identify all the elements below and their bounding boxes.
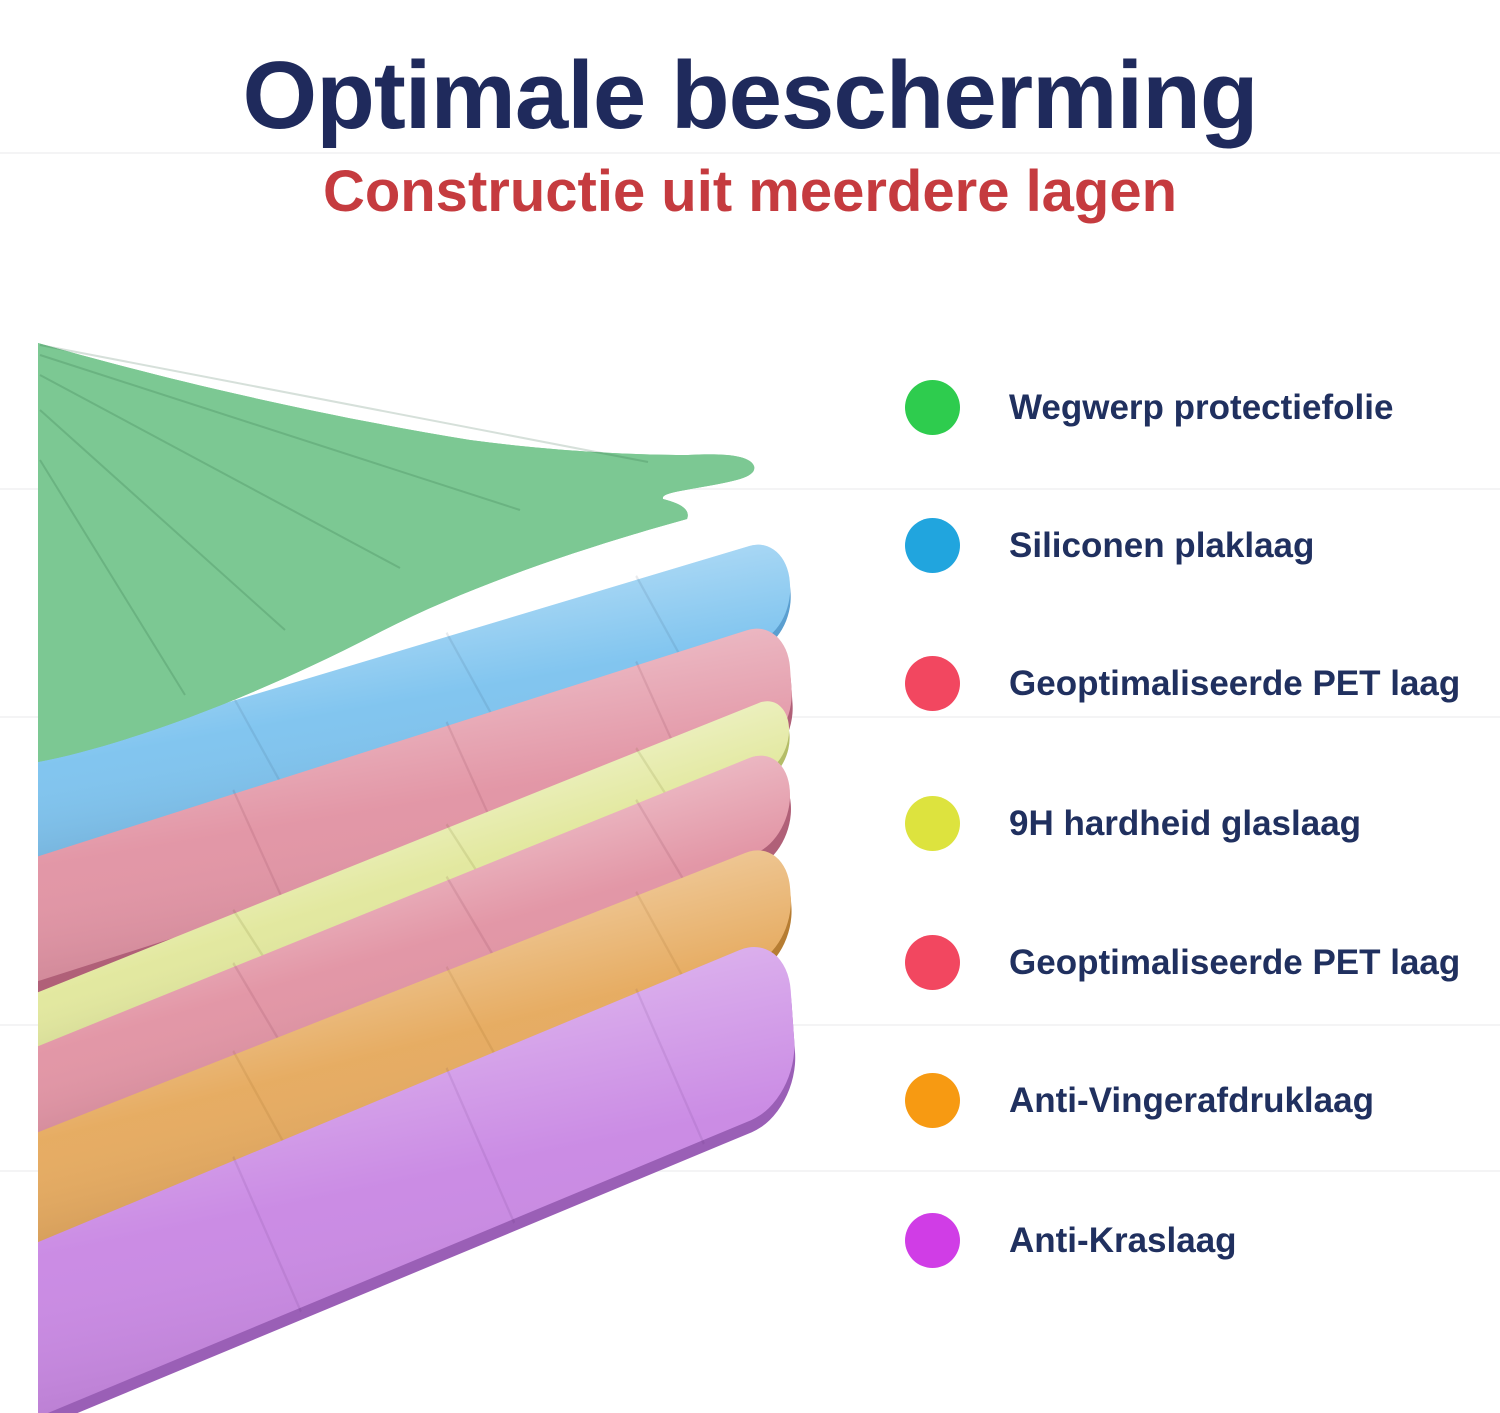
layer-anti-kras [38, 947, 796, 1413]
layer-pet-2 [38, 755, 791, 1169]
layer-anti-vingerafdruk [38, 850, 792, 1267]
legend-label: Anti-Vingerafdruklaag [1009, 1080, 1374, 1120]
legend-item-pet-1: Geoptimaliseerde PET laag [905, 656, 1460, 711]
legend-item-pet-2: Geoptimaliseerde PET laag [905, 935, 1460, 990]
pink-dot-icon [905, 935, 960, 990]
page-subtitle: Constructie uit meerdere lagen [322, 159, 1178, 224]
pink-dot-icon [905, 656, 960, 711]
background-seam-line [0, 1170, 1500, 1172]
background-seam-line [0, 152, 1500, 154]
layer-siliconen-plaklaag [38, 544, 791, 875]
legend-label: 9H hardheid glaslaag [1009, 803, 1362, 843]
yellow-dot-icon [905, 796, 960, 851]
film-fold-lines [39, 344, 649, 696]
legend-label: Siliconen plaklaag [1009, 525, 1315, 565]
header: Optimale bescherming Constructie uit mee… [0, 48, 1500, 224]
layer-stack-illustration [38, 343, 796, 1413]
green-dot-icon [905, 380, 960, 435]
legend-item-anti-kras: Anti-Kraslaag [905, 1213, 1237, 1268]
orange-dot-icon [905, 1073, 960, 1128]
legend-label: Anti-Kraslaag [1009, 1220, 1237, 1260]
legend-label: Geoptimaliseerde PET laag [1009, 663, 1461, 703]
legend-item-plaklaag: Siliconen plaklaag [905, 518, 1314, 573]
legend-item-anti-vingerafdruk: Anti-Vingerafdruklaag [905, 1073, 1374, 1128]
layer-pet-1 [38, 628, 793, 1003]
layer-protectiefolie [38, 343, 755, 762]
background-seam-line [0, 488, 1500, 490]
page-title: Optimale bescherming [242, 42, 1259, 149]
legend-item-protectiefolie: Wegwerp protectiefolie [905, 380, 1393, 435]
blue-dot-icon [905, 518, 960, 573]
legend-label: Geoptimaliseerde PET laag [1009, 942, 1461, 982]
legend-item-glaslaag: 9H hardheid glaslaag [905, 796, 1361, 851]
legend-label: Wegwerp protectiefolie [1009, 387, 1394, 427]
magenta-dot-icon [905, 1213, 960, 1268]
